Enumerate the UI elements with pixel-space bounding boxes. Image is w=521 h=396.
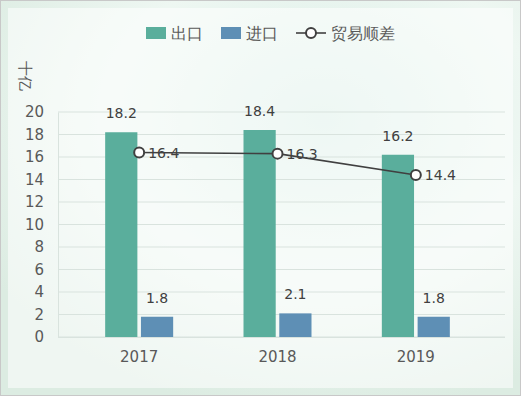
y-tick-label: 16: [25, 148, 44, 166]
y-tick: 16: [25, 148, 58, 166]
y-tick-label: 8: [34, 238, 44, 256]
y-tick: 4: [34, 283, 58, 301]
data-label: 1.8: [146, 290, 168, 306]
legend-item: 进口: [221, 24, 278, 43]
legend-item: 出口: [146, 24, 203, 43]
y-tick-label: 10: [25, 216, 44, 234]
bar: [418, 317, 450, 337]
x-tick-label: 2017: [120, 348, 158, 366]
bar: [105, 132, 137, 337]
y-tick-label: 14: [25, 171, 44, 189]
y-tick: 6: [34, 261, 58, 279]
y-tick: 20: [25, 103, 58, 121]
data-label: 16.3: [287, 146, 318, 162]
legend: 出口 进口 贸易顺差: [146, 24, 395, 43]
bar: [141, 317, 173, 337]
data-label: 18.4: [244, 103, 275, 119]
y-tick-label: 4: [34, 283, 44, 301]
y-tick-label: 2: [34, 306, 44, 324]
y-tick-label: 20: [25, 103, 44, 121]
data-label: 16.2: [382, 128, 413, 144]
bar: [279, 313, 311, 337]
data-label: 1.8: [423, 290, 445, 306]
bar: [244, 130, 276, 337]
y-tick-label: 18: [25, 126, 44, 144]
x-tick: 2018: [258, 348, 296, 366]
legend-label: 出口: [171, 24, 203, 43]
plot-background: [8, 8, 513, 388]
marker: [273, 149, 283, 159]
y-tick: 14: [25, 171, 58, 189]
legend-swatch: [146, 27, 166, 39]
legend-label: 进口: [246, 24, 278, 43]
y-tick: 10: [25, 216, 58, 234]
legend-label: 贸易顺差: [331, 24, 395, 43]
legend-marker: [306, 28, 316, 38]
bar-series: [141, 313, 450, 337]
data-labels: 18.2 18.4 16.2 1.8 2.1 1.8 16.4 16.3 14.4: [106, 103, 456, 306]
y-tick: 18: [25, 126, 58, 144]
y-tick-label: 6: [34, 261, 44, 279]
background: [1, 1, 521, 396]
x-axis-line: [58, 337, 505, 338]
y-tick-label: 12: [25, 193, 44, 211]
y-axis-title: 十亿: [16, 61, 34, 91]
y-tick: 2: [34, 306, 58, 324]
data-label: 16.4: [148, 145, 179, 161]
data-label: 18.2: [106, 105, 137, 121]
data-label: 2.1: [284, 286, 306, 302]
chart-svg: 02468101214161820201720182019十亿18.218.41…: [0, 0, 521, 396]
y-tick: 12: [25, 193, 58, 211]
x-axis: 2017 2018 2019: [58, 338, 505, 366]
bar-series: [105, 130, 414, 337]
y-tick: 0: [34, 328, 58, 346]
y-axis-line: [58, 113, 59, 338]
grid: [58, 112, 505, 337]
data-label: 14.4: [425, 167, 456, 183]
marker: [134, 148, 144, 158]
y-axis: 0 2 4 6 8 10 12 14 16 18 20: [25, 103, 59, 346]
y-tick: 8: [34, 238, 58, 256]
bar: [382, 155, 414, 337]
x-tick-label: 2019: [397, 348, 435, 366]
y-tick-label: 0: [34, 328, 44, 346]
x-tick: 2017: [120, 348, 158, 366]
marker: [411, 170, 421, 180]
x-tick: 2019: [397, 348, 435, 366]
x-tick-label: 2018: [258, 348, 296, 366]
marks: [105, 130, 450, 337]
legend-swatch: [221, 27, 241, 39]
legend-item: 贸易顺差: [296, 24, 395, 43]
